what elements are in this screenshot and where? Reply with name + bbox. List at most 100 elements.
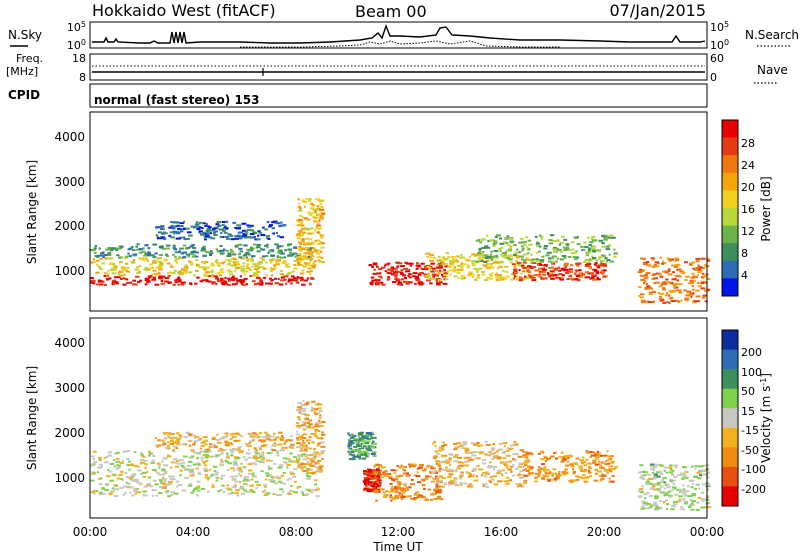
power-region-4-cell xyxy=(400,273,404,275)
velocity-region-6-cell xyxy=(550,455,555,458)
velocity-region-0-cell xyxy=(270,459,273,462)
power-region-8-cell xyxy=(679,270,684,273)
power-region-9-cell xyxy=(212,229,216,232)
velocity-region-0-cell xyxy=(243,479,248,482)
power-region-5-cell xyxy=(492,261,496,264)
velocity-region-5-cell xyxy=(525,457,529,460)
velocity-region-1-cell xyxy=(254,433,259,436)
power-region-9-cell xyxy=(209,232,212,235)
velocity-region-0-cell xyxy=(93,461,98,464)
velocity-region-0-cell xyxy=(279,464,284,467)
power-region-8-cell xyxy=(673,284,677,287)
power-region-7-cell xyxy=(490,255,496,258)
velocity-region-0-cell xyxy=(158,473,162,476)
power-region-6-cell xyxy=(591,278,597,281)
velocity-region-0-cell xyxy=(142,493,145,496)
velocity-region-2-cell xyxy=(297,455,300,458)
power-region-8-cell xyxy=(695,260,700,263)
velocity-region-0-cell xyxy=(315,495,320,498)
power-region-4-cell xyxy=(409,262,414,265)
power-region-6-cell xyxy=(569,264,574,267)
power-region-9-cell xyxy=(216,221,222,223)
power-region-3-cell xyxy=(298,202,301,205)
velocity-region-4-cell xyxy=(423,488,426,490)
velocity-region-0-cell xyxy=(203,467,208,470)
velocity-region-8-cell xyxy=(353,439,358,442)
velocity-region-2-cell xyxy=(304,446,309,449)
velocity-region-0-cell xyxy=(126,486,132,489)
velocity-region-3-cell xyxy=(372,477,375,480)
power-region-1-cell xyxy=(210,262,215,265)
velocity-colorbar: 200 100 50 15 -15 -50 -100 -200 Velocity… xyxy=(721,329,773,507)
power-region-1-cell xyxy=(195,264,200,267)
velocity-region-0-cell xyxy=(204,474,208,477)
power-region-5-cell xyxy=(429,256,432,259)
velocity-region-8-cell xyxy=(358,453,364,456)
power-region-2-cell xyxy=(266,243,269,246)
power-region-0-cell xyxy=(290,282,293,285)
velocity-region-5-cell xyxy=(449,469,454,471)
power-region-1-cell xyxy=(101,262,106,265)
velocity-region-0-cell xyxy=(243,489,247,492)
velocity-region-5-cell xyxy=(523,479,527,482)
velocity-region-0-cell xyxy=(305,488,310,491)
power-region-5-cell xyxy=(432,256,437,259)
velocity-region-3-cell xyxy=(375,475,379,478)
velocity-region-2-cell xyxy=(302,439,305,442)
velocity-region-8-cell xyxy=(359,431,364,434)
power-region-1-cell xyxy=(141,257,144,259)
velocity-region-6-cell xyxy=(541,477,546,480)
power-region-4-cell xyxy=(418,273,422,276)
power-region-7-cell xyxy=(514,251,519,254)
power-region-8-cell xyxy=(697,285,702,288)
power-region-4-cell xyxy=(396,265,400,268)
velocity-region-4-cell xyxy=(400,488,405,491)
velocity-region-2-cell xyxy=(300,444,305,447)
velocity-region-0-cell xyxy=(275,450,279,452)
power-region-1-cell xyxy=(137,266,140,269)
velocity-region-0-cell xyxy=(194,486,200,489)
power-region-0-cell xyxy=(161,275,166,278)
velocity-region-5-cell xyxy=(505,482,510,485)
velocity-region-2-cell xyxy=(310,408,316,411)
power-region-4-cell xyxy=(397,280,400,282)
velocity-region-2-cell xyxy=(299,408,302,411)
power-region-5-cell xyxy=(521,278,525,281)
velocity-region-4-cell xyxy=(373,473,378,476)
power-region-0-cell xyxy=(207,275,212,277)
velocity-region-0-cell xyxy=(239,487,243,490)
velocity-region-0-cell xyxy=(240,492,246,495)
velocity-region-0-cell xyxy=(239,450,244,453)
power-region-8-cell xyxy=(675,259,680,262)
velocity-region-5-cell xyxy=(511,464,515,466)
power-region-7-cell xyxy=(481,246,486,249)
power-region-0-cell xyxy=(115,282,119,285)
power-region-4-cell xyxy=(430,270,436,273)
velocity-region-7-cell xyxy=(691,500,696,503)
power-region-1-cell xyxy=(272,268,276,271)
velocity-region-2-cell xyxy=(308,464,312,467)
power-region-1-cell xyxy=(109,262,114,265)
velocity-region-4-cell xyxy=(432,467,436,470)
velocity-region-5-cell xyxy=(445,459,449,462)
velocity-region-1-cell xyxy=(188,433,192,436)
power-region-0-cell xyxy=(103,274,107,277)
power-region-2-cell xyxy=(279,245,284,248)
velocity-region-2-cell xyxy=(303,433,307,436)
power-region-8-cell xyxy=(664,270,668,273)
power-region-1-cell xyxy=(241,270,246,273)
power-region-9-cell xyxy=(185,227,190,230)
power-region-4-cell xyxy=(439,269,442,272)
power-region-9-cell xyxy=(275,232,278,234)
power-region-7-cell xyxy=(602,259,606,262)
power-region-2-cell xyxy=(158,254,163,256)
power-region-6-cell xyxy=(534,269,539,272)
velocity-region-8-cell xyxy=(357,453,361,456)
power-region-7-cell xyxy=(538,250,541,253)
power-region-1-cell xyxy=(171,272,176,274)
velocity-region-0-cell xyxy=(250,478,254,481)
power-region-7-cell xyxy=(535,251,538,254)
power-region-4-cell xyxy=(416,277,420,280)
velocity-region-8-cell xyxy=(351,442,355,444)
power-region-6-cell xyxy=(534,274,539,276)
